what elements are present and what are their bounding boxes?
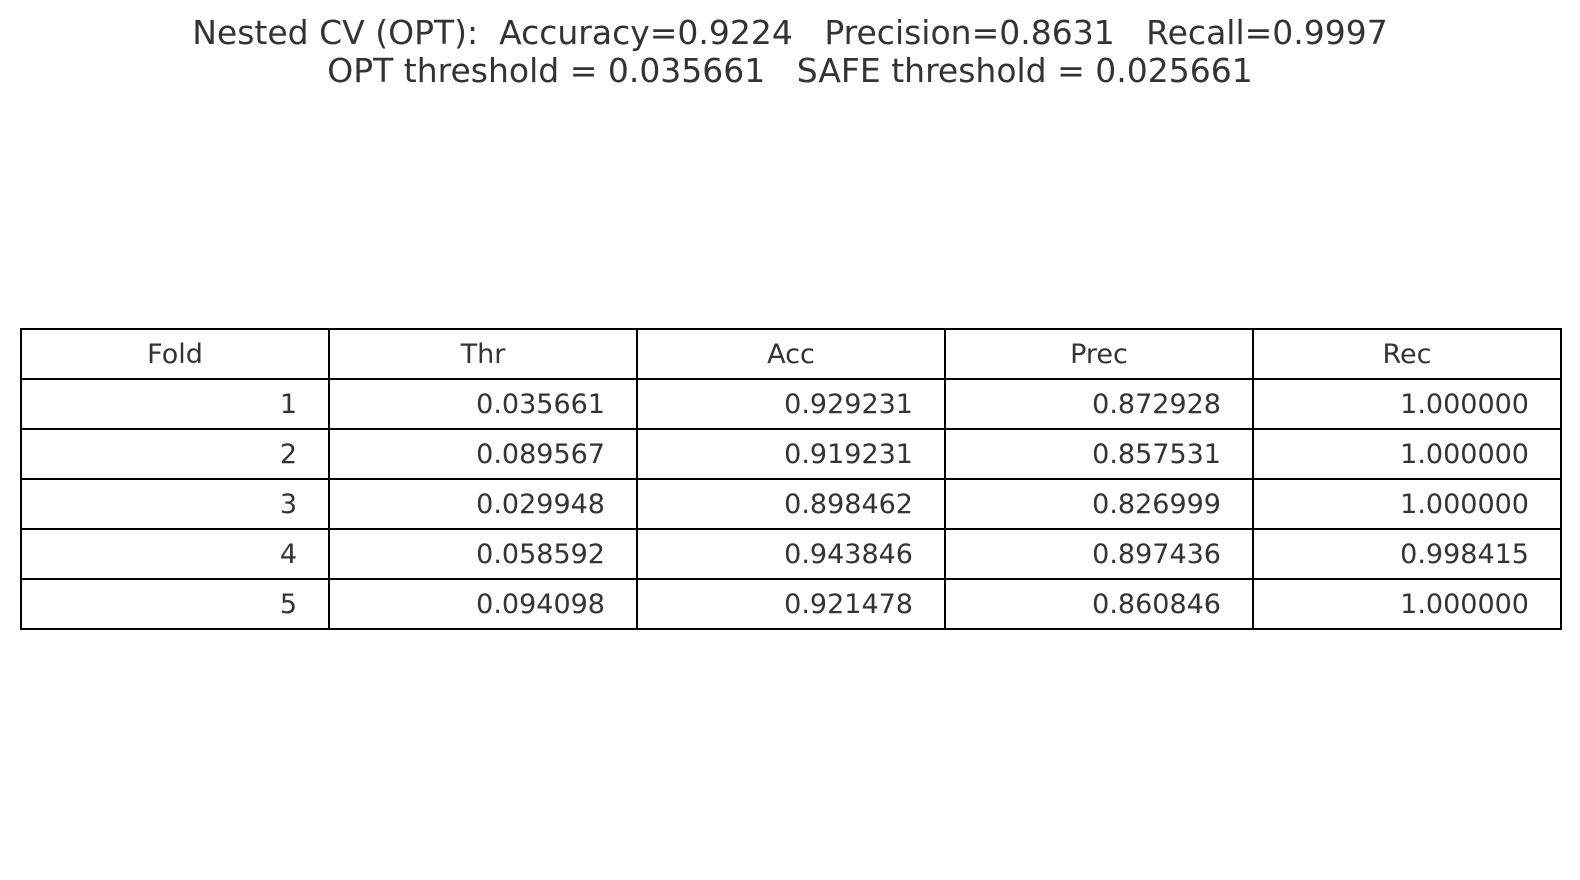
cell-acc: 0.943846 (636, 528, 946, 580)
cell-rec: 1.000000 (1252, 578, 1562, 630)
cell-prec: 0.857531 (944, 428, 1254, 480)
table-row: 1 0.035661 0.929231 0.872928 1.000000 (20, 378, 1562, 430)
cell-acc: 0.929231 (636, 378, 946, 430)
cell-acc: 0.919231 (636, 428, 946, 480)
chart-subtitle: OPT threshold = 0.035661 SAFE threshold … (327, 51, 1253, 90)
header-fold: Fold (20, 328, 330, 380)
table-header-row: Fold Thr Acc Prec Rec (20, 328, 1562, 380)
results-table: Fold Thr Acc Prec Rec 1 0.035661 0.92923… (20, 328, 1562, 630)
cell-fold: 5 (20, 578, 330, 630)
chart-title: Nested CV (OPT): Accuracy=0.9224 Precisi… (192, 13, 1388, 52)
table-row: 4 0.058592 0.943846 0.897436 0.998415 (20, 528, 1562, 580)
cell-prec: 0.826999 (944, 478, 1254, 530)
header-prec: Prec (944, 328, 1254, 380)
table-row: 5 0.094098 0.921478 0.860846 1.000000 (20, 578, 1562, 630)
cell-rec: 1.000000 (1252, 478, 1562, 530)
table-row: 3 0.029948 0.898462 0.826999 1.000000 (20, 478, 1562, 530)
cell-thr: 0.029948 (328, 478, 638, 530)
cell-prec: 0.860846 (944, 578, 1254, 630)
cell-fold: 3 (20, 478, 330, 530)
results-table-container: Fold Thr Acc Prec Rec 1 0.035661 0.92923… (20, 328, 1562, 630)
cell-fold: 2 (20, 428, 330, 480)
cell-fold: 1 (20, 378, 330, 430)
cell-thr: 0.094098 (328, 578, 638, 630)
header-acc: Acc (636, 328, 946, 380)
header-thr: Thr (328, 328, 638, 380)
table-row: 2 0.089567 0.919231 0.857531 1.000000 (20, 428, 1562, 480)
header-rec: Rec (1252, 328, 1562, 380)
cell-acc: 0.921478 (636, 578, 946, 630)
cell-thr: 0.058592 (328, 528, 638, 580)
cell-rec: 1.000000 (1252, 378, 1562, 430)
cell-rec: 1.000000 (1252, 428, 1562, 480)
cell-thr: 0.035661 (328, 378, 638, 430)
chart-title-block: Nested CV (OPT): Accuracy=0.9224 Precisi… (0, 14, 1580, 90)
cell-fold: 4 (20, 528, 330, 580)
cell-prec: 0.872928 (944, 378, 1254, 430)
cell-acc: 0.898462 (636, 478, 946, 530)
cell-rec: 0.998415 (1252, 528, 1562, 580)
cell-thr: 0.089567 (328, 428, 638, 480)
cell-prec: 0.897436 (944, 528, 1254, 580)
